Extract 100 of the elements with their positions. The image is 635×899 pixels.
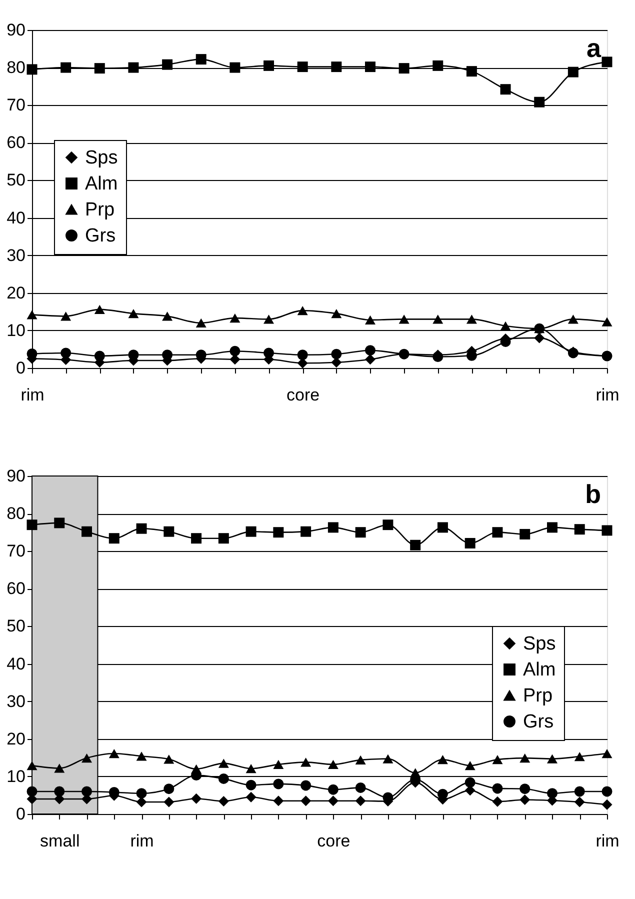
point — [218, 533, 229, 544]
point — [162, 59, 173, 70]
y-tick-label: 90 — [6, 20, 26, 40]
y-tick-label: 40 — [6, 654, 26, 674]
point — [364, 354, 376, 365]
y-tick-label: 50 — [6, 616, 26, 636]
legend-label: Prp — [523, 686, 553, 706]
point — [500, 321, 511, 330]
point — [94, 304, 105, 314]
point — [164, 754, 174, 764]
point — [273, 527, 284, 538]
point — [218, 773, 229, 784]
y-tick-label: 60 — [6, 133, 26, 152]
point — [574, 786, 585, 797]
point — [246, 792, 256, 802]
y-tick-label: 80 — [6, 58, 26, 78]
y-tick-label: 80 — [6, 504, 26, 524]
point — [60, 348, 72, 358]
point — [520, 754, 530, 763]
point — [300, 526, 312, 537]
point — [246, 780, 256, 790]
y-tick-label: 30 — [6, 692, 26, 711]
point — [300, 796, 312, 806]
y-tick-label: 60 — [6, 579, 26, 598]
point — [602, 799, 612, 810]
annotation: b — [585, 479, 601, 509]
point — [264, 60, 274, 71]
point — [355, 755, 366, 764]
point — [492, 783, 503, 794]
point — [492, 527, 503, 538]
point — [128, 62, 139, 73]
point — [246, 764, 256, 774]
point — [54, 518, 65, 528]
x-tick-label: rim — [20, 386, 44, 404]
point — [546, 522, 558, 533]
y-tick-label: 90 — [6, 466, 26, 486]
x-tick-label: core — [317, 832, 350, 850]
point — [328, 796, 338, 806]
point — [26, 761, 38, 770]
point — [328, 522, 338, 533]
point — [136, 788, 147, 799]
point — [273, 760, 284, 769]
point — [297, 62, 308, 72]
legend-label: Sps — [85, 148, 118, 168]
point — [437, 788, 448, 800]
y-tick-label: 40 — [6, 208, 26, 228]
point — [264, 314, 274, 324]
point — [546, 788, 558, 799]
point — [331, 309, 342, 318]
point — [437, 755, 448, 764]
point — [300, 780, 312, 791]
point — [264, 348, 274, 358]
point — [136, 796, 147, 808]
point — [574, 524, 585, 535]
point — [464, 538, 476, 548]
point — [464, 761, 476, 770]
point — [398, 63, 410, 74]
x-tick-label: core — [286, 386, 320, 404]
point — [94, 350, 105, 362]
point — [82, 526, 92, 537]
point — [60, 62, 72, 73]
point — [328, 784, 338, 795]
point — [54, 786, 65, 797]
point — [273, 778, 284, 790]
y-tick-label: 0 — [16, 804, 26, 824]
point — [602, 786, 612, 797]
point — [432, 314, 444, 324]
point — [128, 350, 139, 360]
point — [196, 54, 206, 65]
point — [574, 752, 585, 762]
point — [364, 345, 376, 356]
point — [230, 62, 240, 73]
point — [300, 758, 312, 767]
point — [26, 310, 38, 320]
point — [162, 350, 173, 360]
point — [297, 350, 308, 360]
legend-label: Grs — [523, 712, 554, 732]
point — [520, 784, 530, 794]
point — [355, 796, 366, 806]
x-tick-label: rim — [596, 386, 620, 404]
point — [82, 754, 92, 763]
point — [602, 748, 612, 758]
point — [191, 793, 202, 804]
x-tick-label: small — [40, 832, 80, 850]
point — [54, 764, 65, 773]
legend-label: Grs — [85, 226, 116, 246]
point — [364, 315, 376, 324]
point — [273, 796, 284, 806]
point — [432, 60, 444, 71]
point — [230, 314, 240, 323]
point — [466, 314, 477, 324]
point — [164, 784, 174, 794]
y-tick-label: 50 — [6, 170, 26, 190]
point — [382, 754, 394, 764]
point — [328, 760, 338, 769]
point — [164, 526, 174, 537]
point — [60, 312, 72, 321]
point — [331, 348, 342, 360]
y-tick-label: 10 — [6, 320, 26, 340]
y-tick-label: 10 — [6, 766, 26, 786]
